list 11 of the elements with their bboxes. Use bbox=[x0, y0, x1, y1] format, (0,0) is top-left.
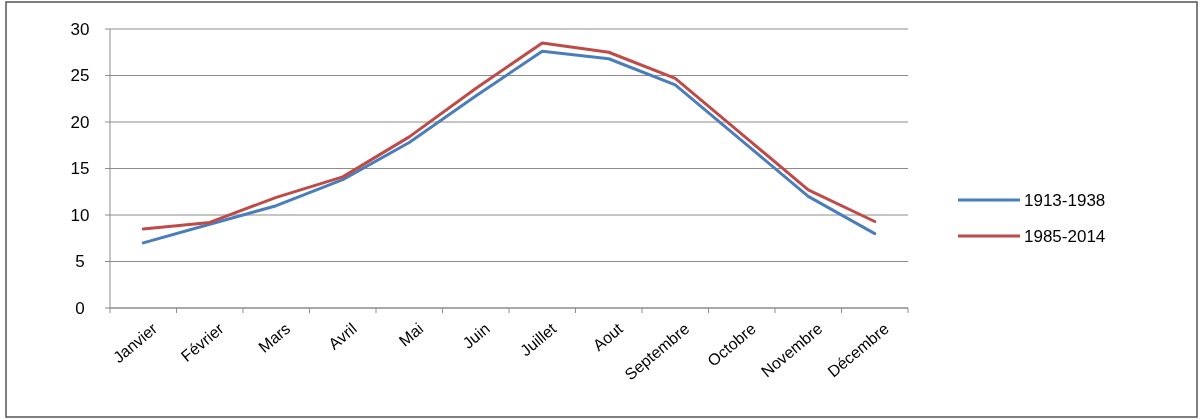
y-tick-label: 15 bbox=[70, 159, 90, 179]
legend-label: 1913-1938 bbox=[1024, 190, 1106, 210]
x-tick-label: Juin bbox=[459, 319, 493, 352]
y-tick-label: 10 bbox=[70, 205, 90, 225]
y-tick-label: 30 bbox=[70, 19, 90, 39]
legend-label: 1985-2014 bbox=[1024, 226, 1106, 246]
y-tick-label: 20 bbox=[70, 112, 90, 132]
y-tick-label: 25 bbox=[70, 66, 90, 86]
y-tick-label: 5 bbox=[75, 252, 85, 272]
y-tick-label: 0 bbox=[75, 298, 85, 318]
x-tick-label: Mai bbox=[395, 319, 427, 350]
